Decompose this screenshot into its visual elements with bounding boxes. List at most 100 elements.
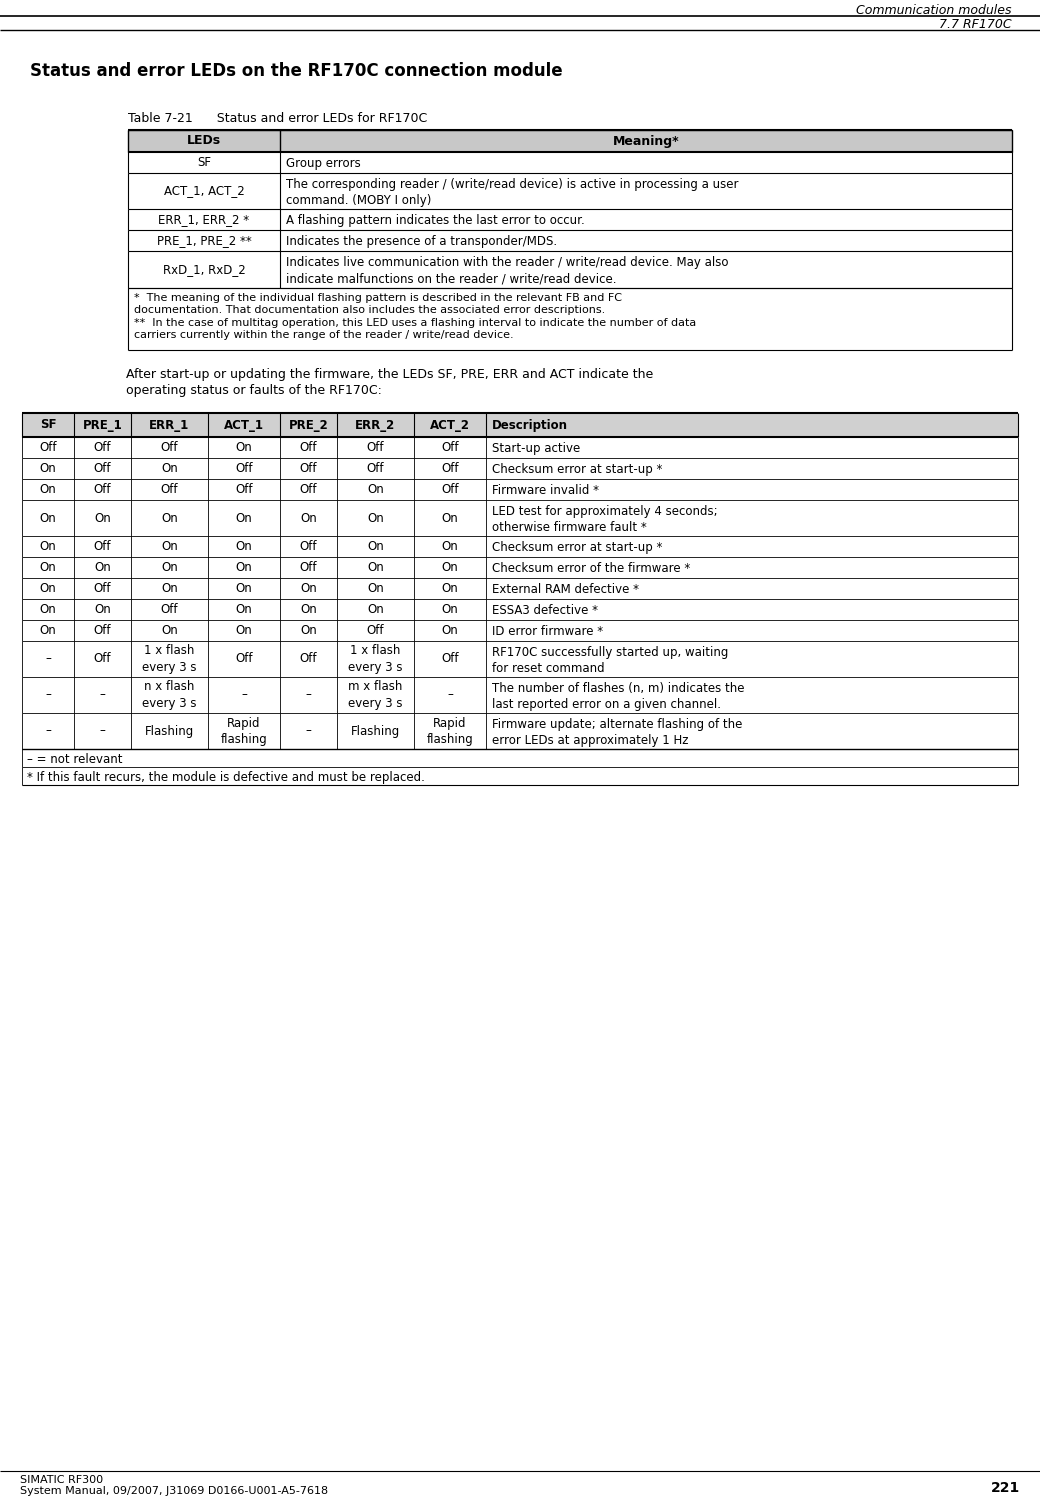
Text: On: On [161, 561, 178, 573]
Text: ACT_1: ACT_1 [224, 418, 264, 432]
Text: Checksum error of the firmware *: Checksum error of the firmware * [492, 561, 691, 575]
Text: –: – [306, 688, 311, 702]
Text: The number of flashes (n, m) indicates the
last reported error on a given channe: The number of flashes (n, m) indicates t… [492, 682, 745, 711]
Text: Off: Off [235, 462, 253, 475]
Text: Off: Off [235, 652, 253, 665]
Text: On: On [236, 540, 253, 552]
Text: On: On [236, 512, 253, 525]
Text: On: On [236, 441, 253, 454]
Text: On: On [442, 561, 459, 573]
Text: On: On [301, 625, 317, 637]
Text: On: On [236, 625, 253, 637]
Text: On: On [161, 512, 178, 525]
Text: Off: Off [367, 441, 384, 454]
Text: SF: SF [197, 155, 211, 169]
Text: SF: SF [40, 418, 56, 432]
Text: On: On [367, 582, 384, 595]
Text: On: On [40, 625, 56, 637]
Text: *  The meaning of the individual flashing pattern is described in the relevant F: * The meaning of the individual flashing… [134, 293, 696, 340]
Bar [128, 130, 1012, 152]
Text: Off: Off [161, 604, 178, 616]
Text: On: On [40, 483, 56, 496]
Text: Off: Off [300, 441, 317, 454]
Text: Off: Off [94, 540, 111, 552]
Text: Firmware update; alternate flashing of the
error LEDs at approximately 1 Hz: Firmware update; alternate flashing of t… [492, 718, 743, 747]
Text: On: On [442, 604, 459, 616]
Text: Rapid
flashing: Rapid flashing [220, 717, 267, 745]
Text: PRE_2: PRE_2 [289, 418, 329, 432]
Text: Off: Off [441, 462, 459, 475]
Text: n x flash
every 3 s: n x flash every 3 s [142, 681, 197, 709]
Bar [22, 748, 1018, 767]
Text: Meaning*: Meaning* [613, 134, 679, 148]
Text: Off: Off [235, 483, 253, 496]
Text: On: On [40, 512, 56, 525]
Text: Rapid
flashing: Rapid flashing [426, 717, 473, 745]
Text: Off: Off [300, 652, 317, 665]
Text: Table 7-21      Status and error LEDs for RF170C: Table 7-21 Status and error LEDs for RF1… [128, 112, 427, 125]
Text: On: On [40, 582, 56, 595]
Text: ACT_2: ACT_2 [430, 418, 470, 432]
Text: Off: Off [367, 625, 384, 637]
Text: ERR_2: ERR_2 [356, 418, 395, 432]
Text: On: On [367, 540, 384, 552]
Text: Off: Off [94, 441, 111, 454]
Text: LEDs: LEDs [187, 134, 222, 148]
Text: Indicates the presence of a transponder/MDS.: Indicates the presence of a transponder/… [286, 235, 557, 247]
Text: –: – [306, 724, 311, 738]
Text: Firmware invalid *: Firmware invalid * [492, 484, 599, 496]
Text: 1 x flash
every 3 s: 1 x flash every 3 s [142, 644, 197, 673]
Bar [128, 288, 1012, 350]
Text: On: On [442, 582, 459, 595]
Text: PRE_1: PRE_1 [82, 418, 123, 432]
Bar [22, 413, 1018, 438]
Text: On: On [301, 582, 317, 595]
Text: On: On [442, 540, 459, 552]
Text: Description: Description [492, 418, 568, 432]
Text: 7.7 RF170C: 7.7 RF170C [939, 18, 1012, 32]
Text: Checksum error at start-up *: Checksum error at start-up * [492, 542, 662, 554]
Text: On: On [40, 604, 56, 616]
Bar [128, 174, 1012, 210]
Text: The corresponding reader / (write/read device) is active in processing a user
co: The corresponding reader / (write/read d… [286, 178, 738, 207]
Text: On: On [442, 512, 459, 525]
Text: ERR_1: ERR_1 [150, 418, 189, 432]
Text: On: On [442, 625, 459, 637]
Text: Off: Off [441, 441, 459, 454]
Text: After start-up or updating the firmware, the LEDs SF, PRE, ERR and ACT indicate : After start-up or updating the firmware,… [126, 368, 653, 397]
Text: Flashing: Flashing [145, 724, 194, 738]
Text: –: – [45, 724, 51, 738]
Text: On: On [301, 604, 317, 616]
Text: RF170C successfully started up, waiting
for reset command: RF170C successfully started up, waiting … [492, 646, 728, 675]
Text: – = not relevant: – = not relevant [27, 753, 123, 767]
Text: A flashing pattern indicates the last error to occur.: A flashing pattern indicates the last er… [286, 214, 584, 226]
Text: –: – [100, 688, 105, 702]
Text: m x flash
every 3 s: m x flash every 3 s [348, 681, 402, 709]
Text: Off: Off [40, 441, 57, 454]
Bar [128, 250, 1012, 288]
Text: ACT_1, ACT_2: ACT_1, ACT_2 [163, 184, 244, 198]
Text: On: On [367, 512, 384, 525]
Text: 1 x flash
every 3 s: 1 x flash every 3 s [348, 644, 402, 673]
Text: On: On [161, 625, 178, 637]
Text: Off: Off [94, 582, 111, 595]
Text: Status and error LEDs on the RF170C connection module: Status and error LEDs on the RF170C conn… [30, 62, 563, 80]
Text: Off: Off [441, 652, 459, 665]
Text: –: – [447, 688, 453, 702]
Text: Flashing: Flashing [350, 724, 400, 738]
Text: SIMATIC RF300: SIMATIC RF300 [20, 1474, 103, 1485]
Text: On: On [301, 512, 317, 525]
Text: * If this fault recurs, the module is defective and must be replaced.: * If this fault recurs, the module is de… [27, 771, 425, 785]
Text: Off: Off [94, 483, 111, 496]
Text: On: On [161, 540, 178, 552]
Text: Off: Off [161, 483, 178, 496]
Text: ERR_1, ERR_2 *: ERR_1, ERR_2 * [158, 213, 250, 226]
Text: –: – [45, 688, 51, 702]
Text: On: On [95, 561, 111, 573]
Text: On: On [40, 561, 56, 573]
Text: On: On [367, 561, 384, 573]
Text: Group errors: Group errors [286, 157, 361, 171]
Text: Off: Off [441, 483, 459, 496]
Text: –: – [241, 688, 246, 702]
Bar [128, 152, 1012, 174]
